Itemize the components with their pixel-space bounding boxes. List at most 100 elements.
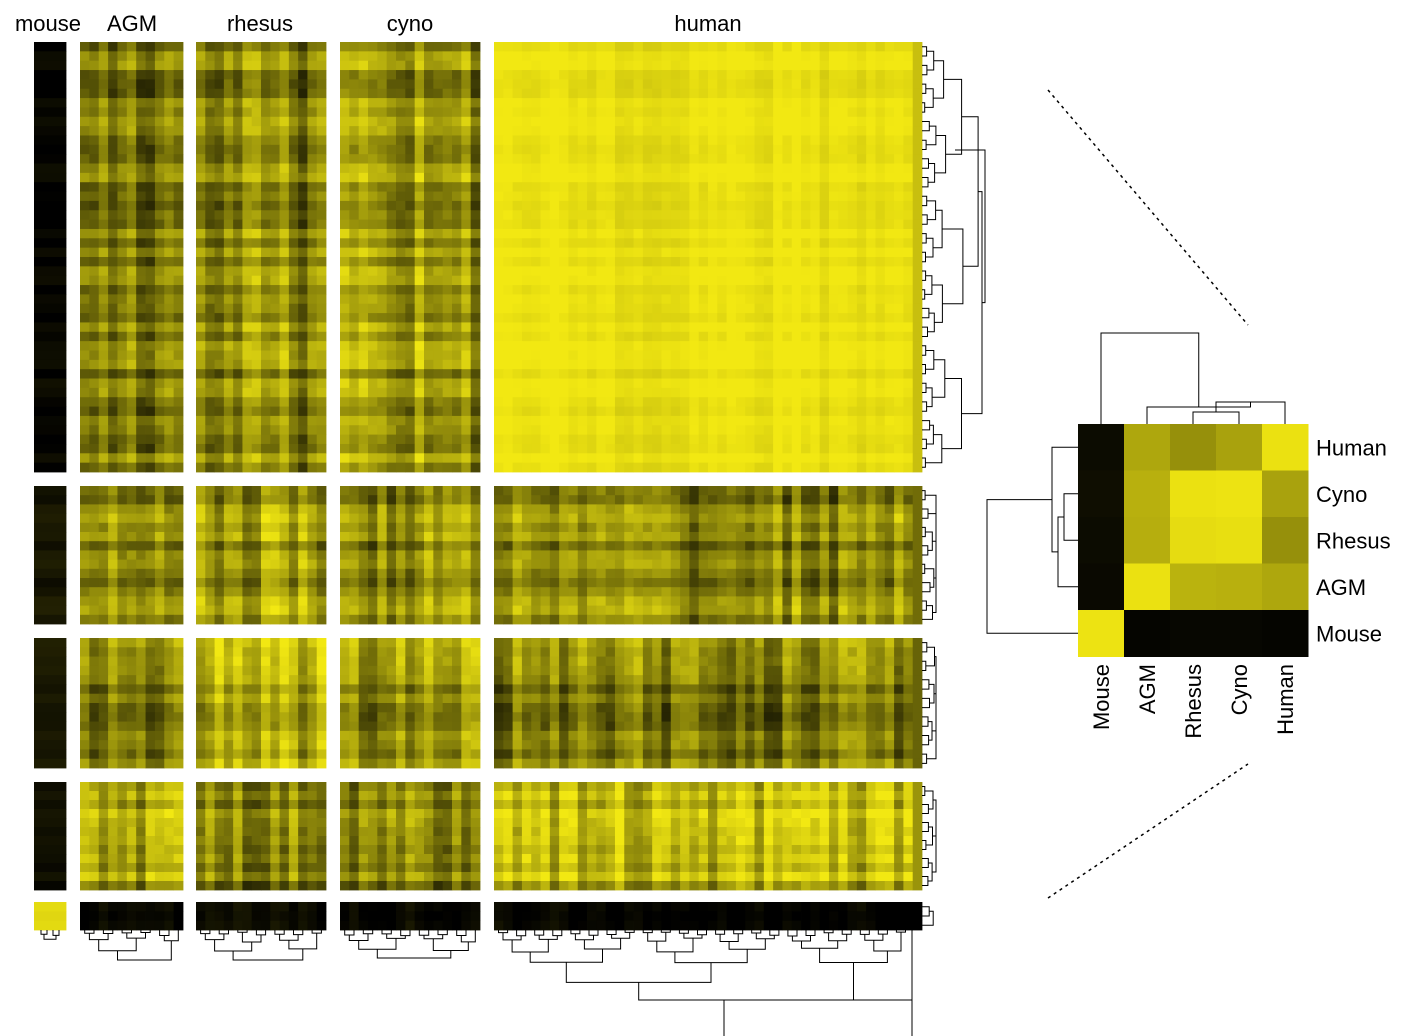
cell [386, 210, 397, 221]
cell [521, 378, 532, 389]
cell [559, 425, 569, 436]
cell [452, 257, 462, 267]
cell [577, 51, 588, 62]
cell [34, 135, 67, 146]
cell [433, 135, 444, 146]
cell [754, 107, 765, 118]
cell [126, 79, 137, 90]
cell [624, 359, 634, 370]
cell [470, 532, 481, 542]
cell [80, 425, 90, 436]
cell [251, 541, 262, 551]
cell [866, 200, 876, 211]
cell [349, 462, 360, 473]
cell [763, 42, 774, 52]
cell [614, 98, 625, 108]
cell [912, 228, 923, 239]
cell [233, 495, 243, 505]
cell [424, 210, 434, 221]
cell [559, 182, 569, 192]
cell [433, 79, 444, 90]
cell [577, 210, 588, 221]
cell [884, 266, 895, 277]
cell [270, 504, 280, 514]
cell [605, 322, 616, 333]
cell [549, 443, 560, 454]
cell [117, 350, 128, 361]
cell [661, 70, 672, 80]
cell [98, 70, 109, 80]
cell [80, 116, 90, 127]
cell [559, 513, 569, 524]
cell [270, 387, 280, 398]
cell [233, 397, 243, 407]
cell [108, 434, 118, 445]
cell [698, 415, 709, 426]
cell [205, 107, 215, 118]
cell [559, 532, 569, 542]
cell [726, 522, 737, 533]
cell [912, 322, 923, 333]
cell [773, 144, 783, 155]
cell [614, 350, 625, 361]
cell [316, 453, 327, 464]
cell [223, 79, 234, 90]
cell [34, 504, 67, 514]
cell [624, 504, 634, 514]
cell [838, 434, 848, 445]
cell [470, 495, 481, 505]
cell [680, 397, 690, 407]
cell [884, 172, 895, 183]
cell [154, 369, 165, 379]
cell [633, 462, 644, 473]
cell [461, 504, 472, 514]
cell [782, 228, 793, 239]
cell [307, 578, 318, 588]
cell [531, 303, 541, 314]
cell [349, 453, 360, 464]
cell [424, 257, 434, 267]
cell [154, 210, 165, 221]
cell [838, 504, 848, 514]
cell [433, 144, 444, 155]
cell [270, 42, 280, 52]
cell [838, 294, 848, 305]
cell [735, 532, 746, 542]
cell [856, 303, 867, 314]
cell [358, 172, 369, 183]
cell [661, 219, 672, 230]
cell [270, 513, 280, 524]
cell [214, 266, 225, 277]
cell [405, 172, 416, 183]
cell [205, 154, 215, 164]
cell [801, 238, 811, 249]
cell [154, 322, 165, 333]
cell [912, 154, 923, 164]
cell [838, 257, 848, 267]
cell [782, 387, 793, 398]
cell [349, 578, 360, 588]
cell [791, 210, 802, 221]
cell [433, 98, 444, 108]
cell [605, 453, 616, 464]
cell [270, 522, 280, 533]
cell [568, 415, 579, 426]
cell [251, 51, 262, 62]
cell [98, 513, 109, 524]
cell [838, 70, 848, 80]
block-1-human [494, 486, 923, 625]
cell [642, 163, 653, 174]
cell [754, 172, 765, 183]
cell [117, 532, 128, 542]
cell [559, 359, 569, 370]
cell [549, 495, 560, 505]
cell [270, 568, 280, 579]
cell [633, 154, 644, 164]
cell [801, 285, 811, 295]
cell [605, 219, 616, 230]
cell [470, 587, 481, 597]
cell [531, 294, 541, 305]
cell [316, 98, 327, 108]
cell [903, 504, 914, 514]
cell [396, 79, 406, 90]
